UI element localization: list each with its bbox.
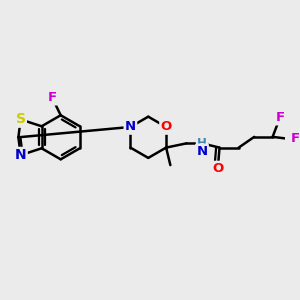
Text: F: F	[276, 111, 285, 124]
Text: O: O	[160, 121, 172, 134]
Text: O: O	[212, 162, 224, 175]
Text: N: N	[196, 145, 208, 158]
Text: F: F	[48, 91, 57, 104]
Text: H: H	[197, 137, 207, 150]
Text: S: S	[16, 112, 26, 127]
Text: N: N	[15, 148, 26, 162]
Text: N: N	[125, 121, 136, 134]
Text: F: F	[291, 132, 300, 145]
